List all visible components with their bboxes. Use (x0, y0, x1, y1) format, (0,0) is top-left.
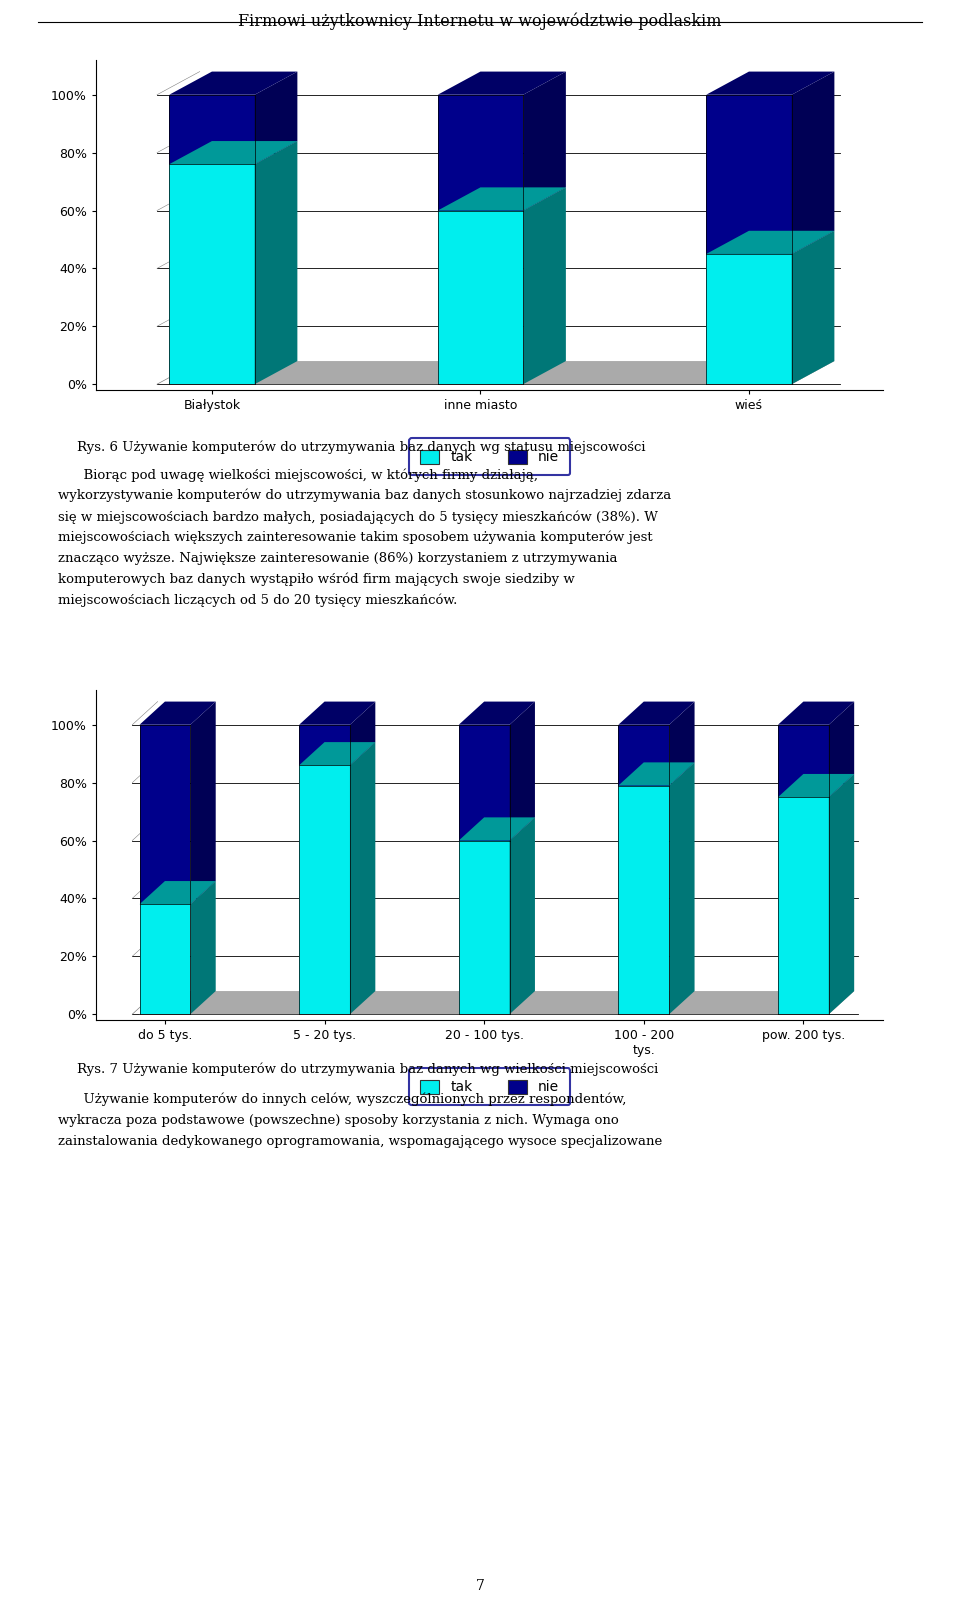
Polygon shape (438, 187, 565, 211)
Polygon shape (618, 702, 695, 724)
Polygon shape (169, 71, 298, 95)
Polygon shape (707, 361, 834, 384)
Text: Rys. 7 Używanie komputerów do utrzymywania baz danych wg wielkości miejscowości: Rys. 7 Używanie komputerów do utrzymywan… (77, 1063, 658, 1076)
Text: Biorąc pod uwagę wielkości miejscowości, w których firmy działają,: Biorąc pod uwagę wielkości miejscowości,… (58, 468, 538, 482)
Polygon shape (438, 95, 523, 211)
Polygon shape (792, 71, 834, 253)
Polygon shape (510, 702, 535, 840)
Polygon shape (254, 140, 298, 384)
Polygon shape (459, 702, 535, 724)
Polygon shape (510, 818, 535, 1015)
Polygon shape (778, 774, 854, 797)
Polygon shape (438, 211, 523, 384)
Polygon shape (139, 881, 216, 905)
Polygon shape (254, 71, 298, 165)
Legend: tak, nie: tak, nie (409, 439, 570, 476)
Polygon shape (707, 231, 834, 253)
Polygon shape (618, 763, 695, 786)
Polygon shape (300, 990, 375, 1015)
Polygon shape (778, 724, 828, 797)
Polygon shape (169, 361, 298, 384)
Text: 7: 7 (475, 1579, 485, 1594)
Text: się w miejscowościach bardzo małych, posiadających do 5 tysięcy mieszkańców (38%: się w miejscowościach bardzo małych, pos… (58, 510, 658, 524)
Text: Rys. 6 Używanie komputerów do utrzymywania baz danych wg statusu miejscowości: Rys. 6 Używanie komputerów do utrzymywan… (77, 440, 645, 453)
Polygon shape (669, 763, 695, 1015)
Polygon shape (169, 140, 298, 165)
Polygon shape (438, 71, 565, 95)
Polygon shape (828, 702, 854, 797)
Polygon shape (350, 702, 375, 765)
Polygon shape (300, 742, 375, 765)
Polygon shape (459, 840, 510, 1015)
Polygon shape (300, 702, 375, 724)
Polygon shape (523, 187, 565, 384)
Legend: tak, nie: tak, nie (409, 1068, 570, 1105)
Polygon shape (139, 702, 216, 724)
Text: komputerowych baz danych wystąpiło wśród firm mających swoje siedziby w: komputerowych baz danych wystąpiło wśród… (58, 573, 574, 587)
Polygon shape (169, 165, 254, 384)
Text: znacząco wyższe. Największe zainteresowanie (86%) korzystaniem z utrzymywania: znacząco wyższe. Największe zainteresowa… (58, 552, 617, 565)
Polygon shape (792, 231, 834, 384)
Polygon shape (438, 361, 565, 384)
Polygon shape (169, 361, 834, 384)
Polygon shape (459, 724, 510, 840)
Polygon shape (139, 905, 190, 1015)
Polygon shape (300, 724, 350, 765)
Polygon shape (618, 990, 695, 1015)
Text: miejscowościach liczących od 5 do 20 tysięcy mieszkańców.: miejscowościach liczących od 5 do 20 tys… (58, 594, 457, 608)
Polygon shape (828, 774, 854, 1015)
Text: Firmowi użytkownicy Internetu w województwie podlaskim: Firmowi użytkownicy Internetu w wojewódz… (238, 11, 722, 29)
Polygon shape (618, 724, 669, 786)
Text: wykorzystywanie komputerów do utrzymywania baz danych stosunkowo najrzadziej zda: wykorzystywanie komputerów do utrzymywan… (58, 489, 671, 503)
Polygon shape (707, 95, 792, 253)
Polygon shape (778, 702, 854, 724)
Polygon shape (707, 253, 792, 384)
Text: miejscowościach większych zainteresowanie takim sposobem używania komputerów jes: miejscowościach większych zainteresowani… (58, 531, 652, 545)
Polygon shape (523, 71, 565, 211)
Polygon shape (778, 990, 854, 1015)
Polygon shape (139, 724, 190, 905)
Polygon shape (169, 95, 254, 165)
Polygon shape (300, 765, 350, 1015)
Polygon shape (618, 786, 669, 1015)
Polygon shape (669, 702, 695, 786)
Polygon shape (190, 702, 216, 905)
Polygon shape (139, 990, 854, 1015)
Polygon shape (190, 881, 216, 1015)
Text: Używanie komputerów do innych celów, wyszczególnionych przez respondentów,: Używanie komputerów do innych celów, wys… (58, 1094, 626, 1107)
Polygon shape (350, 742, 375, 1015)
Polygon shape (459, 990, 535, 1015)
Polygon shape (459, 818, 535, 840)
Text: wykracza poza podstawowe (powszechne) sposoby korzystania z nich. Wymaga ono: wykracza poza podstawowe (powszechne) sp… (58, 1115, 618, 1127)
Text: zainstalowania dedykowanego oprogramowania, wspomagającego wysoce specjalizowane: zainstalowania dedykowanego oprogramowan… (58, 1136, 661, 1148)
Polygon shape (778, 797, 828, 1015)
Polygon shape (139, 990, 216, 1015)
Polygon shape (707, 71, 834, 95)
